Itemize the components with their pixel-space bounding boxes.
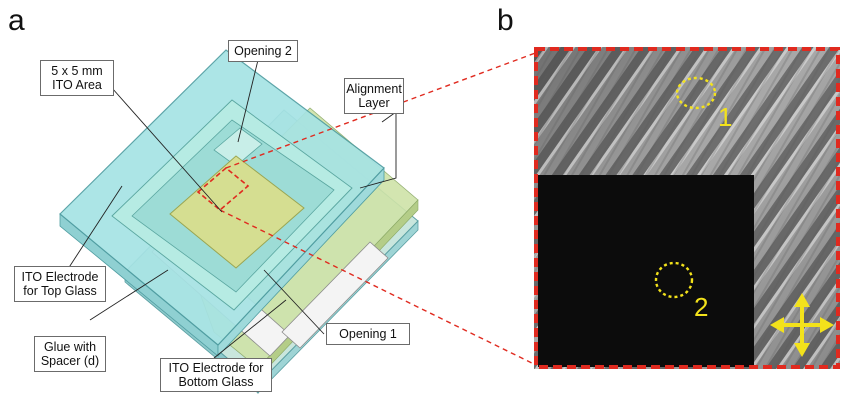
crossed-polarizers-icon <box>770 293 834 357</box>
panel-a-letter: a <box>8 4 25 37</box>
callout-opening-1: Opening 1 <box>326 323 410 345</box>
glue-strip-right <box>281 241 389 349</box>
callout-glue-spacer: Glue with Spacer (d) <box>34 336 106 372</box>
callout-ito-area: 5 x 5 mm ITO Area <box>40 60 114 96</box>
alignment-line1: Alignment <box>346 82 402 96</box>
ito-bottom-line1: ITO Electrode for <box>168 361 264 375</box>
ito-top-line2: for Top Glass <box>23 284 97 298</box>
dark-ito-region <box>538 175 754 367</box>
spot-2-marker <box>654 261 694 299</box>
leader-glue <box>89 269 169 321</box>
glue-line2: Spacer (d) <box>40 354 100 368</box>
leader-opening2 <box>237 59 259 143</box>
leader-ito-bottom <box>213 299 287 359</box>
opening-2-label: Opening 2 <box>234 44 292 58</box>
glue-line1: Glue with <box>43 340 97 354</box>
ito-area-line1: 5 x 5 mm <box>51 64 103 78</box>
panel-b-letter: b <box>497 4 514 37</box>
ito-top-line1: ITO Electrode <box>21 270 99 284</box>
ito-area-line2: ITO Area <box>52 78 102 92</box>
callout-ito-electrode-bottom: ITO Electrode for Bottom Glass <box>160 358 272 392</box>
spot-1-marker <box>675 76 717 110</box>
spot-2-label: 2 <box>694 292 709 322</box>
leader-ito-area <box>111 87 223 213</box>
spot-1-label: 1 <box>718 102 733 132</box>
callout-ito-electrode-top: ITO Electrode for Top Glass <box>14 266 106 302</box>
zoom-region-box <box>196 166 250 212</box>
callout-alignment-layer: Alignment Layer <box>344 78 404 114</box>
ito-bottom-line2: Bottom Glass <box>178 375 254 389</box>
ito-area <box>169 155 305 269</box>
opening-1-label: Opening 1 <box>339 327 397 341</box>
callout-opening-2: Opening 2 <box>228 40 298 62</box>
opening-2-notch <box>213 127 263 167</box>
leader-opening1 <box>263 269 325 335</box>
micrograph <box>534 47 840 369</box>
micrograph-frame <box>534 47 840 369</box>
leader-ito-top <box>65 185 123 273</box>
alignment-line2: Layer <box>358 96 390 110</box>
